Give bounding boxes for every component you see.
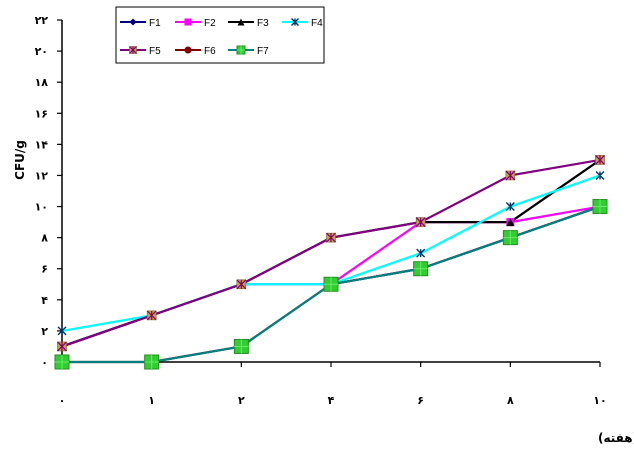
data-point-F5-cross bbox=[326, 232, 336, 243]
data-point-F7-cross bbox=[413, 261, 428, 276]
data-point-F3 bbox=[506, 218, 515, 227]
y-tick-label: ۱۸ bbox=[35, 76, 49, 89]
y-tick-label: ۸ bbox=[41, 232, 48, 245]
legend-marker-F5-cross bbox=[129, 46, 137, 54]
y-axis-title: CFU/g bbox=[13, 140, 27, 180]
data-point-F5-cross bbox=[146, 310, 157, 321]
legend-label-F2: F2 bbox=[204, 18, 216, 29]
legend-marker-F6 bbox=[184, 46, 192, 54]
series-lines bbox=[61, 158, 601, 364]
series-line-F5 bbox=[61, 158, 601, 348]
data-point-F5-cross bbox=[57, 341, 67, 352]
legend-label-F1: F1 bbox=[149, 18, 161, 29]
y-tick-label: ۶ bbox=[41, 263, 48, 276]
data-point-F5-cross bbox=[415, 217, 426, 228]
data-point-F5-cross bbox=[505, 170, 516, 181]
y-tick-label: ۱۰ bbox=[35, 201, 48, 214]
x-ticks: ۰ ۱ ۲ ۴ ۶ ۸ ۱۰ bbox=[59, 362, 607, 407]
x-tick-label: ۱۰ bbox=[593, 394, 606, 407]
legend-marker-F3 bbox=[237, 18, 245, 26]
legend-label-F7: F7 bbox=[257, 46, 269, 57]
series-line-F2 bbox=[61, 205, 601, 348]
y-tick-label: ۱۴ bbox=[35, 138, 49, 151]
y-tick-label: ۱۲ bbox=[35, 169, 49, 182]
data-point-F4 bbox=[416, 248, 426, 258]
legend: F1 F2 F3 F4 F5 F6 F7 bbox=[115, 6, 325, 64]
data-point-F7-cross bbox=[55, 355, 69, 369]
y-tick-label: ۱۶ bbox=[35, 107, 48, 120]
x-tick-label: ۲ bbox=[238, 394, 245, 407]
legend-marker-F7-cross bbox=[237, 46, 245, 54]
y-tick-label: ۲ bbox=[41, 325, 48, 338]
legend-label-F5: F5 bbox=[149, 46, 161, 57]
x-axis-title: زمان (هفته) bbox=[598, 431, 634, 445]
series-line-F1 bbox=[61, 205, 601, 348]
legend-label-F4: F4 bbox=[311, 18, 323, 29]
data-point-F7-cross bbox=[324, 277, 338, 292]
y-tick-label: ۲۰ bbox=[35, 45, 48, 58]
y-tick-label: ۰ bbox=[41, 356, 48, 369]
data-point-F4 bbox=[505, 202, 515, 212]
series-line-F4 bbox=[61, 174, 601, 332]
legend-marker-F1 bbox=[129, 18, 137, 26]
x-tick-label: ۰ bbox=[59, 394, 66, 407]
data-point-F7-cross bbox=[234, 339, 249, 354]
data-point-F5-cross bbox=[595, 154, 605, 165]
legend-marker-F4 bbox=[291, 18, 299, 26]
y-tick-label: ۲۲ bbox=[35, 14, 49, 27]
y-tick-label: ۴ bbox=[41, 294, 48, 307]
legend-label-F3: F3 bbox=[257, 18, 269, 29]
data-point-F4 bbox=[595, 170, 605, 180]
data-point-F7-cross bbox=[593, 199, 607, 214]
x-tick-label: ۶ bbox=[417, 394, 424, 407]
legend-marker-F2 bbox=[184, 18, 192, 26]
legend-box bbox=[115, 6, 325, 64]
x-tick-label: ۸ bbox=[507, 394, 514, 407]
x-tick-label: ۱ bbox=[148, 394, 155, 407]
data-point-F5-cross bbox=[236, 279, 247, 290]
data-point-F4 bbox=[57, 326, 67, 336]
legend-label-F6: F6 bbox=[204, 46, 216, 57]
data-point-F7-cross bbox=[503, 230, 518, 245]
y-ticks: ۰ ۲ ۴ ۶ ۸ ۱۰ ۱۲ ۱۴ ۱۶ ۱۸ ۲۰ ۲۲ bbox=[35, 14, 62, 369]
x-tick-label: ۴ bbox=[328, 394, 335, 407]
series-markers bbox=[54, 154, 608, 370]
data-point-F7-cross bbox=[144, 355, 159, 369]
chart-axes bbox=[61, 20, 600, 363]
